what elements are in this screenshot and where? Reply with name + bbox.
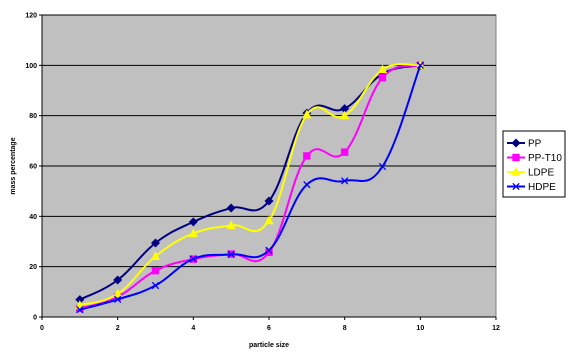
x-tick-label: 0 (40, 325, 44, 332)
data-point-triangle (377, 64, 388, 74)
data-point-triangle (150, 251, 161, 261)
x-tick-label: 10 (416, 325, 424, 332)
series-ldpe (75, 60, 425, 309)
series-line (79, 64, 421, 310)
series-line (79, 64, 422, 311)
axes: 0 20 40 60 80 100 120 0 2 4 6 8 10 12 (25, 13, 500, 333)
data-point-x (227, 250, 235, 258)
data-point-x (114, 295, 122, 304)
x-axis-title: particle size (249, 342, 289, 349)
data-point-x (189, 255, 197, 263)
data-point-diamond (226, 203, 236, 213)
data-point-triangle (226, 220, 236, 230)
legend-label: PP (528, 139, 542, 150)
y-tick-label: 100 (25, 63, 37, 70)
data-point-x (76, 306, 84, 314)
y-axis-title: mass percentage (10, 137, 17, 194)
series-pp (75, 60, 425, 305)
y-tick-label: 120 (25, 13, 37, 20)
data-point-triangle (113, 288, 123, 298)
y-tick-label: 80 (29, 113, 37, 120)
legend-label: HDPE (528, 182, 556, 193)
legend-marker-diamond (511, 138, 521, 148)
legend-item: PP (507, 138, 542, 150)
x-tick-label: 8 (343, 325, 347, 332)
legend-item: LDPE (507, 166, 554, 179)
legend-marker-x (512, 182, 520, 191)
x-tick-label: 2 (116, 325, 120, 332)
y-tick-label: 0 (33, 315, 37, 322)
series-line (79, 64, 421, 301)
data-point-square (303, 152, 311, 160)
x-tick-label: 6 (267, 325, 271, 332)
y-tick-label: 40 (29, 214, 37, 221)
data-point-x (151, 281, 160, 290)
x-tick-label: 12 (492, 325, 500, 332)
legend-marker-triangle (511, 166, 521, 176)
legend-marker-square (512, 153, 520, 162)
data-point-triangle (75, 300, 85, 309)
x-tick-label: 4 (191, 325, 195, 332)
series-group (75, 60, 425, 314)
data-point-x (378, 162, 387, 171)
legend-label: LDPE (528, 168, 554, 179)
data-point-x (341, 177, 349, 185)
data-point-diamond (188, 217, 198, 227)
data-point-triangle (188, 228, 198, 238)
legend: PP PP-T10 LDPE HDPE (502, 130, 566, 198)
data-point-diamond (113, 275, 123, 285)
legend-item: HDPE (507, 182, 556, 193)
series-line (79, 63, 421, 307)
y-tick-label: 20 (29, 264, 37, 271)
legend-label: PP-T10 (528, 153, 562, 164)
data-point-square (340, 148, 349, 156)
series-hdpe (76, 61, 424, 314)
data-point-square (151, 266, 160, 275)
legend-item: PP-T10 (507, 153, 562, 164)
data-point-triangle (264, 215, 274, 225)
data-point-x (265, 246, 273, 254)
data-point-triangle (340, 110, 350, 120)
y-tick-label: 60 (29, 164, 37, 171)
data-point-diamond (150, 238, 161, 248)
data-point-x (303, 180, 311, 189)
data-point-triangle (302, 109, 312, 119)
data-point-x (416, 61, 424, 69)
data-point-diamond (264, 196, 274, 206)
data-point-square (378, 73, 387, 82)
